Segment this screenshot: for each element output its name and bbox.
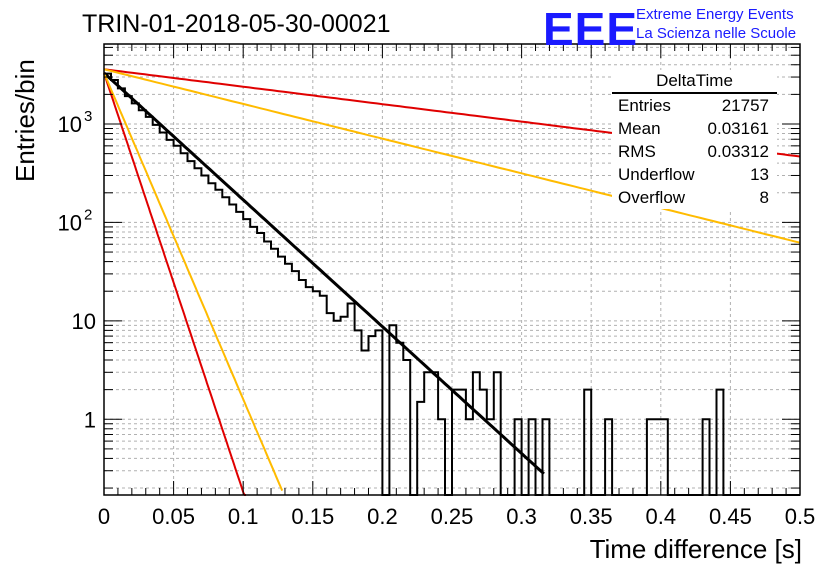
logo-line-2: La Scienza nelle Scuole xyxy=(636,25,797,42)
stats-value: 13 xyxy=(750,165,769,184)
logo-line-1: Extreme Energy Events xyxy=(636,6,794,23)
x-tick-label: 0.2 xyxy=(367,504,398,529)
exponential-curve xyxy=(103,68,801,244)
exponential-curve xyxy=(103,72,246,496)
x-tick-label: 0.4 xyxy=(646,504,677,529)
stats-value: 0.03161 xyxy=(707,119,769,138)
stats-row-underflow: Underflow 13 xyxy=(612,163,777,186)
stats-row-entries: Entries 21757 xyxy=(612,94,777,117)
y-tick-exponent: 2 xyxy=(84,206,92,223)
exponential-curve xyxy=(103,72,284,491)
x-tick-label: 0.5 xyxy=(785,504,816,529)
stats-row-mean: Mean 0.03161 xyxy=(612,117,777,140)
x-tick-label: 0.1 xyxy=(228,504,259,529)
x-tick-label: 0.15 xyxy=(291,504,334,529)
y-tick-exponent: 3 xyxy=(84,108,92,125)
x-tick-label: 0 xyxy=(98,504,110,529)
x-tick-label: 0.05 xyxy=(152,504,195,529)
y-tick-label: 10 xyxy=(58,210,82,235)
y-tick-label: 1 xyxy=(84,407,96,432)
x-tick-label: 0.45 xyxy=(709,504,752,529)
stats-value: 21757 xyxy=(721,96,769,115)
x-tick-label: 0.3 xyxy=(506,504,537,529)
axis-ticks xyxy=(103,44,801,495)
tick-labels: 0 0.05 0.1 0.15 0.2 0.25 0.3 0.35 0.4 0.45 0.5 1 10 1… xyxy=(58,108,816,529)
stats-title: DeltaTime xyxy=(612,70,777,94)
x-axis-label: Time difference [s] xyxy=(589,534,802,564)
x-tick-label: 0.35 xyxy=(570,504,613,529)
x-tick-label: 0.25 xyxy=(431,504,474,529)
stats-row-rms: RMS 0.03312 xyxy=(612,140,777,163)
y-axis-label: Entries/bin xyxy=(10,59,40,182)
stats-value: 0.03312 xyxy=(707,142,769,161)
stats-row-overflow: Overflow 8 xyxy=(612,186,777,209)
stats-label: Entries xyxy=(618,96,671,115)
y-tick-label: 10 xyxy=(58,112,82,137)
stats-label: Overflow xyxy=(618,188,686,207)
stats-label: Underflow xyxy=(618,165,695,184)
stats-box: DeltaTime Entries 21757 Mean 0.03161 RMS… xyxy=(612,70,777,209)
eee-logo: EEE xyxy=(543,3,639,55)
stats-label: Mean xyxy=(618,119,661,138)
y-tick-label: 10 xyxy=(72,309,96,334)
exponential-curve xyxy=(103,71,545,475)
chart-title: TRIN-01-2018-05-30-00021 xyxy=(82,10,391,38)
stats-label: RMS xyxy=(618,142,656,161)
stats-value: 8 xyxy=(759,188,769,207)
